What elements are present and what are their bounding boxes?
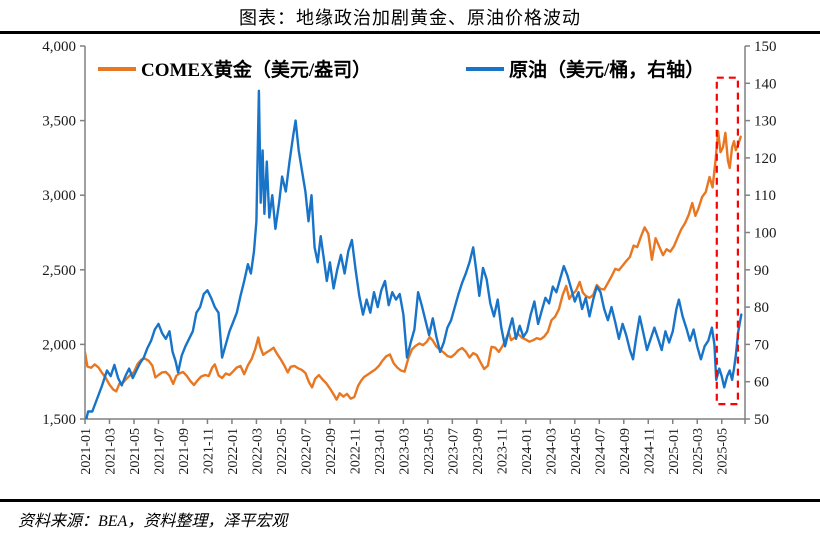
x-tick-label: 2025-03 xyxy=(691,428,706,475)
x-tick-label: 2024-09 xyxy=(618,428,633,475)
x-tick-label: 2023-11 xyxy=(495,428,510,474)
x-tick-label: 2024-03 xyxy=(544,428,559,475)
y-right-tick-label: 60 xyxy=(754,375,769,391)
x-tick-label: 2023-09 xyxy=(471,428,486,475)
x-tick-label: 2021-11 xyxy=(201,428,216,474)
x-tick-label: 2023-03 xyxy=(397,428,412,475)
footer-divider xyxy=(0,499,820,502)
y-left-tick-label: 2,000 xyxy=(42,337,76,353)
x-tick-label: 2021-01 xyxy=(79,428,94,475)
x-tick-label: 2022-09 xyxy=(324,428,339,475)
x-tick-label: 2021-03 xyxy=(103,428,118,475)
x-tick-label: 2025-05 xyxy=(716,428,731,475)
y-right-tick-label: 150 xyxy=(754,39,777,55)
x-tick-label: 2024-11 xyxy=(642,428,657,474)
y-right-tick-label: 70 xyxy=(754,337,769,353)
source-note: 资料来源：BEA，资料整理，泽平宏观 xyxy=(18,513,288,530)
x-tick-label: 2023-05 xyxy=(422,428,437,475)
series-line-gold xyxy=(85,130,742,401)
axis-frame xyxy=(84,46,746,420)
legend-item-oil: 原油（美元/桶，右轴） xyxy=(466,55,704,82)
y-left-tick-label: 4,000 xyxy=(42,39,76,55)
legend-item-gold: COMEX黄金（美元/盎司） xyxy=(98,55,371,82)
x-tick-label: 2024-07 xyxy=(593,428,608,475)
y-left-tick-label: 3,000 xyxy=(42,188,76,204)
oil-line-swatch-icon xyxy=(466,66,504,71)
x-tick-label: 2021-09 xyxy=(177,428,192,475)
x-tick-label: 2024-01 xyxy=(520,428,535,475)
legend-label-oil: 原油（美元/桶，右轴） xyxy=(509,60,705,81)
x-tick-label: 2022-05 xyxy=(275,428,290,475)
x-tick-label: 2021-05 xyxy=(128,428,143,475)
x-tick-label: 2022-07 xyxy=(299,428,314,475)
y-right-tick-label: 100 xyxy=(754,226,777,242)
y-right-tick-label: 140 xyxy=(754,76,777,92)
page-title: 图表：地缘政治加剧黄金、原油价格波动 xyxy=(239,8,581,28)
y-left-tick-label: 2,500 xyxy=(42,263,76,279)
y-right-tick-label: 50 xyxy=(754,412,769,428)
legend-label-gold: COMEX黄金（美元/盎司） xyxy=(141,60,372,81)
x-tick-label: 2022-03 xyxy=(250,428,265,475)
y-left-tick-label: 1,500 xyxy=(42,412,76,428)
series-line-oil xyxy=(85,89,743,419)
y-right-tick-label: 90 xyxy=(754,263,769,279)
y-right-tick-label: 130 xyxy=(754,114,777,130)
y-left-tick-label: 3,500 xyxy=(42,114,76,130)
x-tick-label: 2023-01 xyxy=(373,428,388,475)
y-right-tick-label: 120 xyxy=(754,151,777,167)
x-tick-label: 2024-05 xyxy=(569,428,584,475)
x-tick-label: 2023-07 xyxy=(446,428,461,475)
x-tick-label: 2025-01 xyxy=(667,428,682,475)
y-right-tick-label: 80 xyxy=(754,300,769,316)
gold-line-swatch-icon xyxy=(98,66,136,71)
y-right-tick-label: 110 xyxy=(754,188,776,204)
x-tick-label: 2022-11 xyxy=(348,428,363,474)
x-tick-label: 2021-07 xyxy=(152,428,167,475)
title-divider xyxy=(0,31,820,34)
highlight-box xyxy=(715,76,739,406)
x-tick-label: 2022-01 xyxy=(226,428,241,475)
